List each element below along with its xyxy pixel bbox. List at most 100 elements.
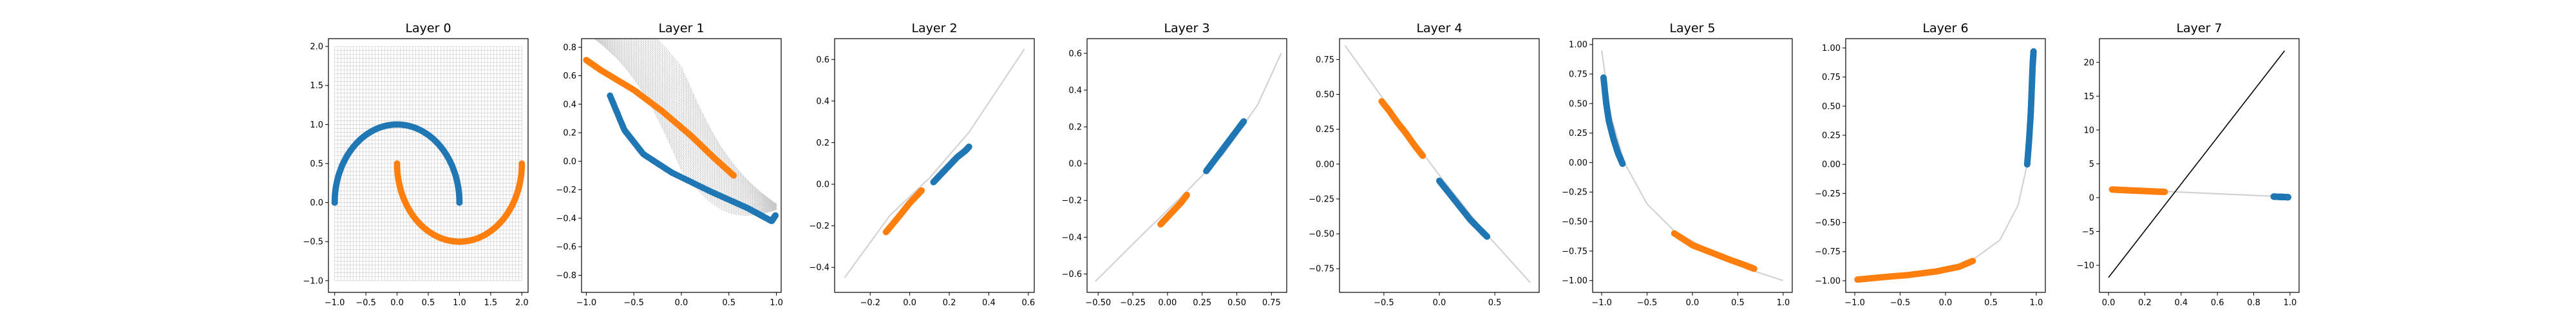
y-tick-label: 0.8 (563, 43, 576, 53)
data-point (965, 143, 972, 150)
x-tick-label: 0.25 (1193, 298, 1211, 308)
y-tick-label: −10 (2077, 261, 2094, 270)
panel-layer-7: Layer 7 0.0 0.2 0.4 0.6 0.8 1.0 −10 −5 0 5 10 15 20 (2077, 21, 2300, 308)
y-tick-label: −0.2 (1061, 196, 1082, 206)
panel-title: Layer 6 (1922, 21, 1968, 35)
x-tick-label: 1.0 (453, 298, 466, 308)
y-tick-label: −0.6 (556, 243, 576, 252)
plot-area (844, 48, 1025, 279)
series-1 (2270, 193, 2292, 201)
transformed-grid-band (594, 39, 777, 216)
x-tick-label: 2.0 (515, 298, 529, 308)
y-tick-label: 0.4 (563, 100, 576, 109)
y-tick-label: 0.50 (1822, 102, 1841, 111)
y-tick-label: 0.2 (1068, 123, 1082, 133)
y-tick-label: 0.25 (1822, 131, 1841, 141)
y-tick-label: −0.50 (1562, 218, 1587, 227)
plot-area (1344, 45, 1531, 283)
panel-layer-4: Layer 4 −0.5 0.0 0.5 −0.75 −0.50 −0.25 0.00 0.25… (1309, 21, 1540, 308)
x-tick-label: −1.0 (325, 298, 345, 308)
panel-layer-5: Layer 5 −1.0 −0.5 0.0 0.5 1.0 −1.00 −0.75 −0.50 −… (1562, 21, 1793, 308)
x-tick-label: 0.2 (943, 298, 956, 308)
x-tick-label: −0.5 (1890, 298, 1911, 308)
x-tick-label: 0.50 (1227, 298, 1246, 308)
y-tick-label: −0.4 (809, 263, 829, 273)
x-tick-label: 1.0 (2030, 298, 2043, 308)
data-point (1184, 191, 1190, 198)
y-tick-label: 0.6 (816, 55, 829, 65)
y-tick-label: −0.2 (809, 222, 829, 231)
data-point (518, 160, 526, 167)
y-tick-label: 1.00 (1569, 41, 1587, 50)
x-tick-label: −0.5 (1637, 298, 1658, 308)
x-tick-label: 1.0 (2284, 298, 2297, 308)
y-tick-label: −0.4 (556, 214, 576, 223)
data-point (1750, 265, 1757, 272)
plot-area (2108, 50, 2292, 278)
x-tick-label: 1.0 (770, 298, 783, 308)
y-tick-label: −0.5 (303, 238, 323, 247)
panel-title: Layer 1 (658, 21, 704, 35)
x-tick-label: 0.5 (1984, 298, 1998, 308)
y-tick-label: −0.75 (1562, 247, 1587, 256)
y-tick-label: 1.0 (310, 120, 323, 130)
plot-area (1600, 50, 1784, 281)
y-tick-label: 0.0 (563, 157, 576, 167)
y-tick-label: 20 (2083, 58, 2094, 68)
x-tick-label: 0.8 (2247, 298, 2260, 308)
y-tick-label: 0.00 (1316, 160, 1334, 169)
x-tick-label: 0.5 (722, 298, 735, 308)
x-tick-label: 0.4 (2174, 298, 2188, 308)
x-tick-label: 0.5 (422, 298, 435, 308)
axes-frame (1845, 38, 2046, 293)
panel-title: Layer 7 (2176, 21, 2222, 35)
x-tick-label: −0.5 (1374, 298, 1394, 308)
y-tick-label: 0.4 (816, 97, 829, 106)
input-grid-mesh (334, 46, 522, 281)
panel-title: Layer 0 (405, 21, 451, 35)
plot-area (1095, 53, 1282, 282)
y-tick-label: 0.25 (1569, 129, 1587, 138)
panel-title: Layer 4 (1416, 21, 1462, 35)
y-tick-label: −1.00 (1815, 276, 1841, 286)
data-point (918, 187, 925, 194)
x-tick-label: −1.0 (1844, 298, 1865, 308)
x-tick-label: 1.0 (1777, 298, 1790, 308)
series-1 (1436, 177, 1491, 240)
x-tick-label: 0.5 (1488, 298, 1502, 308)
data-point (772, 212, 779, 219)
x-tick-label: 0.0 (1686, 298, 1700, 308)
y-tick-label: 0.50 (1316, 90, 1334, 100)
transformed-curve (1095, 53, 1282, 282)
data-point (1619, 160, 1626, 167)
data-point (2161, 189, 2168, 195)
x-tick-label: 0.0 (2102, 298, 2116, 308)
transformed-curve (1344, 45, 1531, 283)
panel-layer-1: Layer 1 −1.0 −0.5 0.0 0.5 1.0 −0.8 −0.6 −0.4 −0.2… (556, 21, 783, 308)
x-tick-label: 0.5 (1731, 298, 1745, 308)
y-tick-label: −0.8 (556, 271, 576, 281)
x-tick-label: −1.0 (1591, 298, 1612, 308)
panel-title: Layer 2 (911, 21, 957, 35)
data-point (1240, 118, 1247, 125)
x-tick-label: −1.0 (576, 298, 597, 308)
series-0 (1600, 74, 1626, 167)
axes-frame (1339, 38, 1540, 293)
x-tick-label: 0.0 (1939, 298, 1953, 308)
axes-frame (1086, 38, 1287, 293)
y-tick-label: 0.2 (816, 138, 829, 148)
x-tick-label: 0.6 (1021, 298, 1035, 308)
series-0 (1157, 191, 1190, 228)
y-tick-label: 0.0 (1068, 160, 1082, 169)
y-tick-label: −1.0 (303, 276, 323, 286)
x-tick-label: 0.75 (1262, 298, 1281, 308)
x-tick-label: −0.50 (1085, 298, 1111, 308)
y-tick-label: −1.00 (1562, 276, 1587, 286)
y-tick-label: 0.5 (310, 159, 323, 169)
x-tick-label: 0.6 (2211, 298, 2224, 308)
y-tick-label: 0.50 (1569, 99, 1587, 109)
x-tick-label: 0.0 (1433, 298, 1446, 308)
x-tick-label: −0.2 (860, 298, 880, 308)
y-tick-label: −0.4 (1061, 233, 1082, 243)
series-0 (1378, 98, 1426, 159)
